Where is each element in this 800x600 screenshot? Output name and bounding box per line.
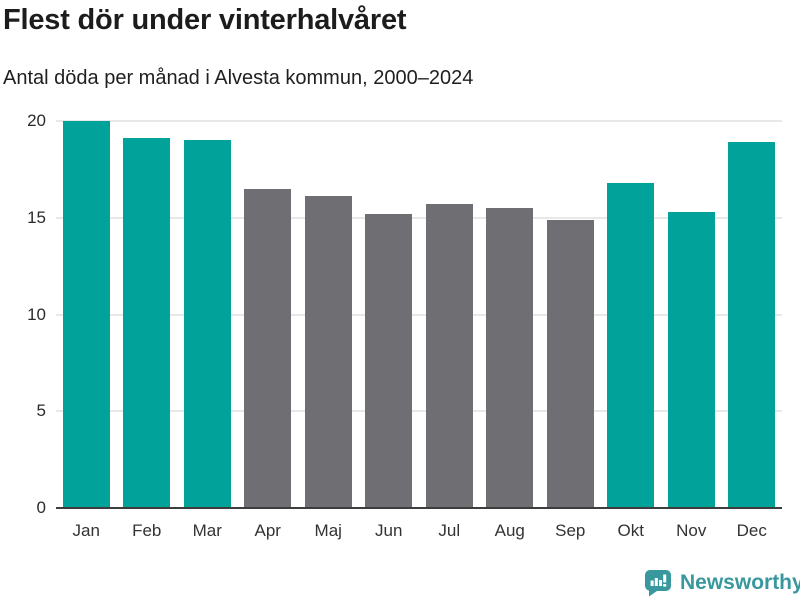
gridline-15	[56, 216, 782, 219]
y-tick-label-15: 15	[27, 207, 46, 227]
bar-maj	[304, 196, 352, 508]
y-tick-label-20: 20	[27, 111, 46, 130]
x-tick-label-maj: Maj	[314, 521, 342, 540]
bar-mar	[183, 140, 231, 508]
bar-jan	[62, 121, 110, 508]
bar-jul	[425, 204, 473, 508]
x-tick-label-mar: Mar	[192, 521, 222, 540]
bar-feb	[123, 138, 171, 508]
gridline-10	[56, 313, 782, 316]
x-tick-label-apr: Apr	[254, 521, 281, 540]
y-tick-label-10: 10	[27, 304, 46, 324]
bar-nov	[667, 211, 715, 508]
x-tick-label-feb: Feb	[132, 521, 162, 540]
x-tick-label-aug: Aug	[494, 521, 525, 540]
bar-chart-plot-area: 0 5 10 15 20 Jan Feb Mar Apr Maj Jun Jul Aug Sep Okt No…	[27, 111, 782, 540]
bar-dec	[728, 142, 776, 508]
y-tick-label-5: 5	[36, 401, 46, 421]
x-tick-label-jun: Jun	[375, 521, 403, 540]
x-tick-label-dec: Dec	[736, 521, 767, 540]
x-tick-label-sep: Sep	[555, 521, 586, 540]
gridline-5	[56, 410, 782, 413]
bar-chart-speech-bubble-icon	[645, 570, 671, 597]
newsworthy-wordmark: Newsworthy	[680, 571, 800, 594]
x-tick-label-nov: Nov	[676, 521, 707, 540]
x-tick-label-jan: Jan	[72, 521, 100, 540]
y-tick-label-0: 0	[36, 498, 46, 517]
x-axis-line	[56, 507, 782, 509]
x-tick-label-okt: Okt	[617, 521, 644, 540]
chart-title: Flest dör under vinterhalvåret	[3, 4, 407, 36]
chart-subtitle: Antal döda per månad i Alvesta kommun, 2…	[3, 67, 474, 89]
gridline-20	[56, 120, 782, 122]
bar-sep	[546, 219, 594, 508]
bar-aug	[486, 208, 534, 508]
newsworthy-logo[interactable]: Newsworthy	[644, 569, 800, 597]
bar-apr	[244, 188, 292, 508]
bar-okt	[607, 182, 655, 508]
x-tick-label-jul: Jul	[438, 521, 461, 540]
bar-jun	[365, 213, 413, 508]
